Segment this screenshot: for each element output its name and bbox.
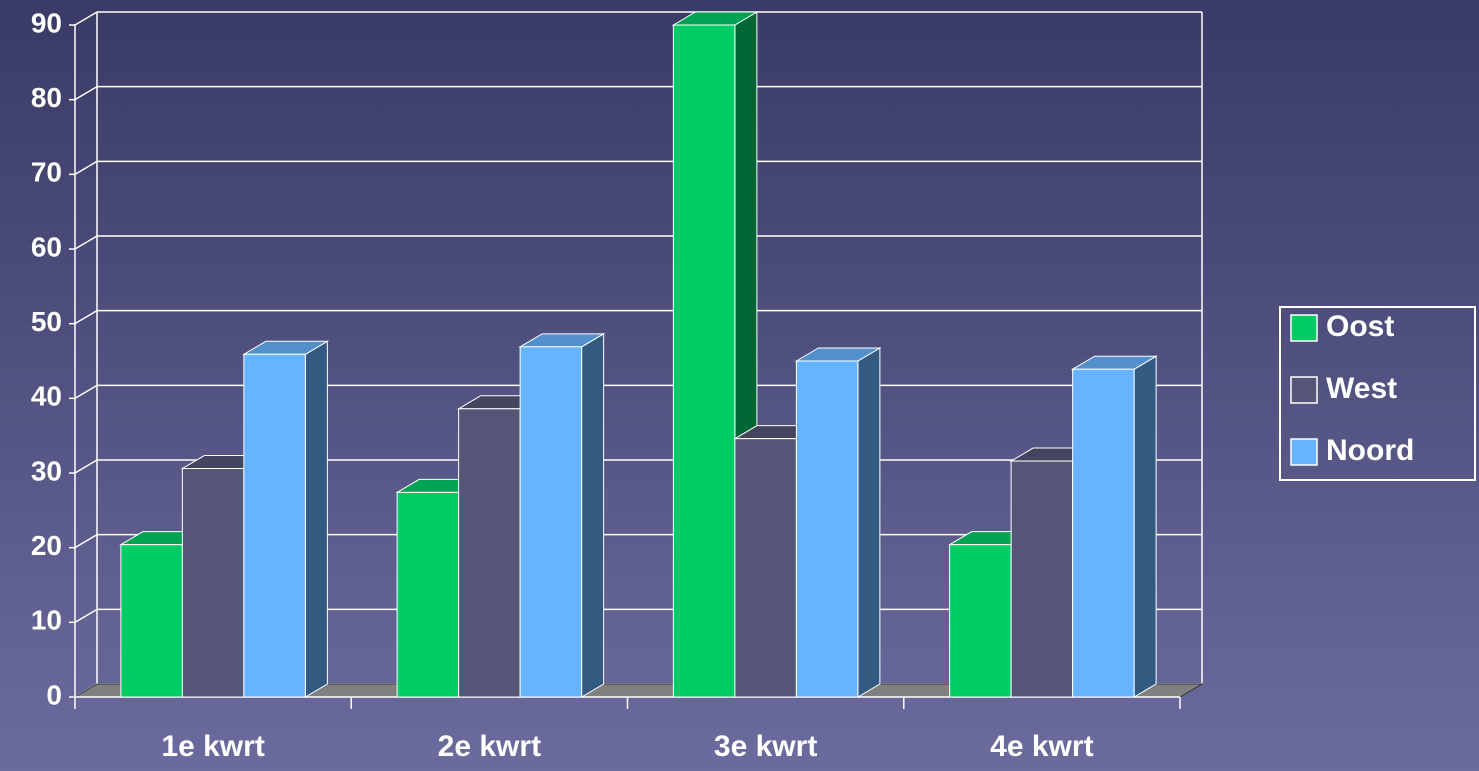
legend-label: Oost (1326, 310, 1394, 343)
grid-line-side (74, 384, 98, 399)
legend-swatch (1290, 376, 1318, 404)
grid-line-side (74, 235, 98, 250)
y-tick-label: 30 (31, 455, 62, 486)
grid-line-side (74, 310, 98, 325)
bar (519, 346, 583, 698)
bar (120, 544, 183, 698)
bar-side (581, 332, 605, 698)
y-tick-label: 90 (31, 7, 62, 38)
bar (949, 544, 1012, 698)
y-tick-label: 0 (46, 679, 62, 710)
legend-box (1279, 306, 1476, 481)
bar (458, 408, 521, 698)
x-tick-label: 1e kwrt (161, 730, 264, 763)
x-tick-label: 2e kwrt (438, 730, 541, 763)
legend-swatch (1290, 314, 1318, 342)
bar (672, 24, 736, 698)
y-tick-label: 20 (31, 530, 62, 561)
bar (795, 360, 859, 698)
bar (396, 491, 460, 698)
x-tick-label: 3e kwrt (714, 730, 817, 763)
legend-label: West (1326, 372, 1397, 405)
y-tick-label: 50 (31, 306, 62, 337)
y-tick-label: 80 (31, 82, 62, 113)
grid-line-side (74, 11, 98, 26)
y-tick-label: 60 (31, 231, 62, 262)
bar-side (857, 347, 881, 698)
grid-line-side (74, 534, 98, 549)
grid-line-side (74, 608, 98, 623)
y-tick-label: 70 (31, 157, 62, 188)
x-tick-label: 4e kwrt (990, 730, 1093, 763)
legend-label: Noord (1326, 434, 1414, 467)
bar (734, 438, 797, 698)
y-tick-label: 10 (31, 605, 62, 636)
bar (181, 468, 245, 698)
bar-side (1133, 355, 1157, 698)
bar (1010, 460, 1074, 698)
grid-line-side (74, 160, 98, 175)
bar (243, 353, 306, 698)
y-tick-label: 40 (31, 381, 62, 412)
bar (1072, 368, 1135, 698)
grid-line-side (74, 459, 98, 474)
grid-line-side (74, 86, 98, 101)
bar-side (304, 340, 328, 698)
legend-swatch (1290, 438, 1318, 466)
